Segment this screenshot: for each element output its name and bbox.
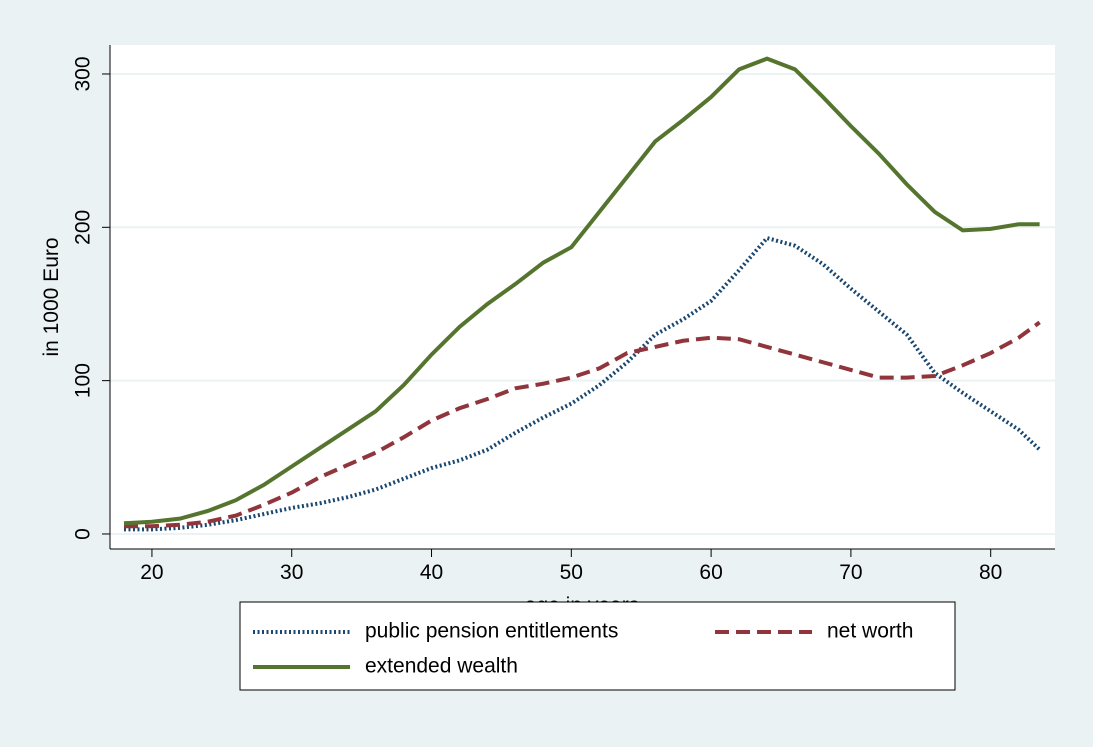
x-tick-label: 30 bbox=[280, 561, 303, 584]
y-tick-label: 0 bbox=[72, 528, 95, 540]
legend-box bbox=[239, 601, 956, 691]
y-tick-label: 100 bbox=[72, 363, 95, 398]
series-line bbox=[123, 320, 1041, 529]
legend-label: extended wealth bbox=[365, 655, 518, 678]
x-tick-label: 60 bbox=[699, 561, 722, 584]
x-tick-label: 40 bbox=[420, 561, 443, 584]
series-line bbox=[123, 235, 1041, 532]
series-line bbox=[123, 56, 1040, 526]
x-tick-label: 20 bbox=[140, 561, 163, 584]
legend-label: net worth bbox=[827, 620, 913, 643]
y-tick-label: 300 bbox=[72, 56, 95, 91]
x-tick-label: 70 bbox=[839, 561, 862, 584]
x-tick-label: 80 bbox=[979, 561, 1002, 584]
x-tick-label: 50 bbox=[560, 561, 583, 584]
legend-label: public pension entitlements bbox=[365, 620, 618, 643]
plot-area bbox=[110, 45, 1055, 549]
y-axis-label: in 1000 Euro bbox=[40, 237, 63, 356]
y-tick-label: 200 bbox=[72, 210, 95, 245]
